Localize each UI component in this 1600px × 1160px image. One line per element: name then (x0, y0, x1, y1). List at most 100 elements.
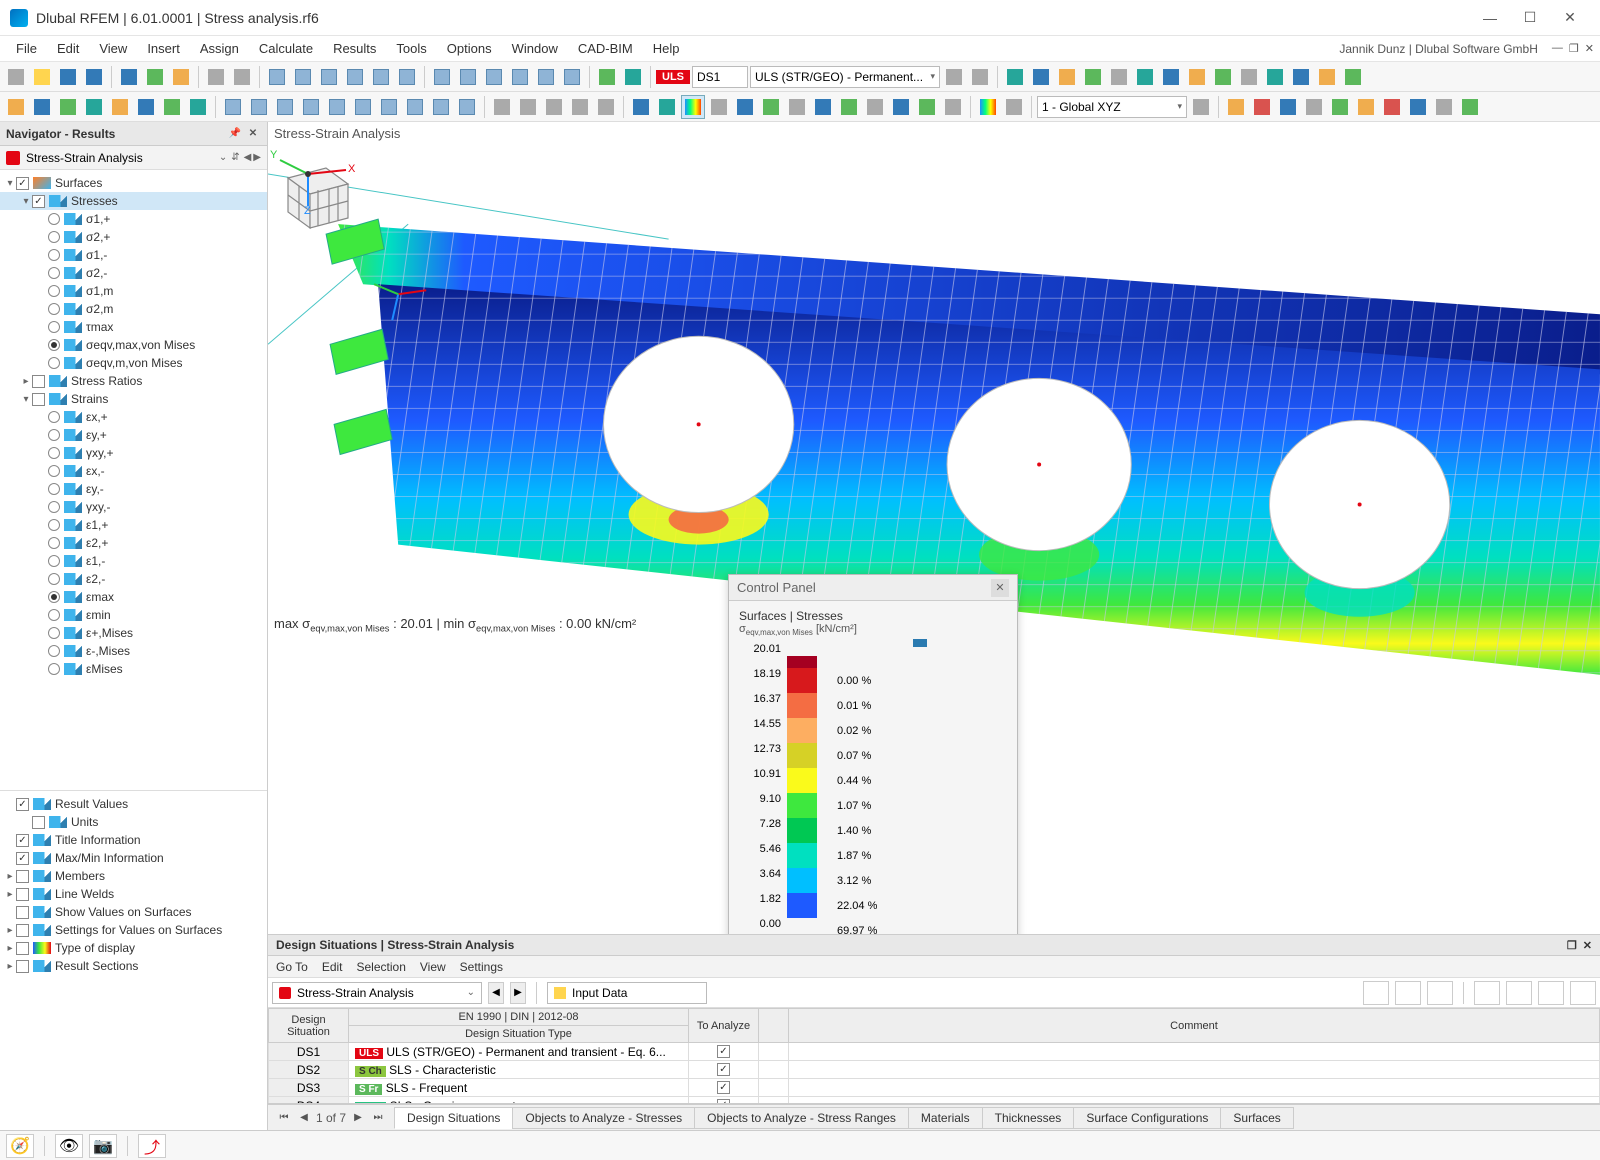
tb1-ext-10[interactable] (1263, 65, 1287, 89)
tb2-sel-1[interactable] (516, 95, 540, 119)
tb1-view-5[interactable] (395, 65, 419, 89)
navigator-bottom-tree[interactable]: ✓Result ValuesUnits✓Title Information✓Ma… (0, 790, 267, 1130)
tree-strain-2[interactable]: γxy,+ (0, 444, 267, 462)
tb1-view-3[interactable] (343, 65, 367, 89)
tb2-c-2[interactable] (759, 95, 783, 119)
tb2-end-6[interactable] (1380, 95, 1404, 119)
nav-bot-4[interactable]: ▸Members (0, 867, 267, 885)
ds-combo[interactable]: DS1 (692, 66, 748, 88)
table-row[interactable]: DS1ULS ULS (STR/GEO) - Permanent and tra… (269, 1043, 1600, 1061)
tree-stress-0[interactable]: σ1,+ (0, 210, 267, 228)
lower-tool-go-to[interactable]: Go To (276, 960, 308, 974)
tb2-sel-4[interactable] (594, 95, 618, 119)
tb2-end-8[interactable] (1432, 95, 1456, 119)
table-row[interactable]: DS3S Fr SLS - Frequent✓ (269, 1079, 1600, 1097)
tb2-sel-0[interactable] (490, 95, 514, 119)
menu-window[interactable]: Window (502, 38, 568, 59)
tb1-win-0[interactable] (430, 65, 454, 89)
input-combo[interactable]: Input Data (547, 982, 707, 1004)
lower-restore-icon[interactable]: ❐ (1567, 939, 1577, 952)
nav-bot-7[interactable]: ▸Settings for Values on Surfaces (0, 921, 267, 939)
table-row[interactable]: DS4S Qp SLS - Quasi-permanent✓ (269, 1097, 1600, 1105)
tb1-calc[interactable] (595, 65, 619, 89)
tb1-nav-1[interactable] (968, 65, 992, 89)
minimize-button[interactable]: — (1470, 3, 1510, 33)
tree-surfaces[interactable]: ▾✓Surfaces (0, 174, 267, 192)
lower-tool-selection[interactable]: Selection (357, 960, 406, 974)
first-icon[interactable]: ⏮ (276, 1110, 292, 1126)
tree-stress-7[interactable]: σeqv,max,von Mises (0, 336, 267, 354)
close-icon[interactable]: ✕ (991, 579, 1009, 597)
tb1-win-4[interactable] (534, 65, 558, 89)
menu-tools[interactable]: Tools (386, 38, 436, 59)
tb2-mod-4[interactable] (325, 95, 349, 119)
tree-stress-4[interactable]: σ1,m (0, 282, 267, 300)
lower-close-icon[interactable]: ✕ (1583, 939, 1592, 952)
tb2-mod-8[interactable] (429, 95, 453, 119)
tab-surfaces[interactable]: Surfaces (1220, 1107, 1293, 1129)
tab-objects-to-analyze-stress-ranges[interactable]: Objects to Analyze - Stress Ranges (694, 1107, 909, 1129)
sb-nav-icon[interactable]: 🧭 (6, 1134, 34, 1158)
tb2-c-3[interactable] (785, 95, 809, 119)
tree-stress-8[interactable]: σeqv,m,von Mises (0, 354, 267, 372)
menu-options[interactable]: Options (437, 38, 502, 59)
tb2-mod-9[interactable] (455, 95, 479, 119)
tab-design-situations[interactable]: Design Situations (394, 1107, 513, 1129)
tree-strain-7[interactable]: ε2,+ (0, 534, 267, 552)
tb2-draw-1[interactable] (30, 95, 54, 119)
nav-prev-icon[interactable]: ◀ (244, 152, 252, 163)
tb2-end-5[interactable] (1354, 95, 1378, 119)
nav-next-icon[interactable]: ▶ (253, 152, 261, 163)
tb2-draw-3[interactable] (82, 95, 106, 119)
nav-bot-5[interactable]: ▸Line Welds (0, 885, 267, 903)
tb1-win-5[interactable] (560, 65, 584, 89)
menu-cad-bim[interactable]: CAD-BIM (568, 38, 643, 59)
menu-view[interactable]: View (89, 38, 137, 59)
tb2-mod-3[interactable] (299, 95, 323, 119)
tb1-file-2[interactable] (56, 65, 80, 89)
tree-strain-13[interactable]: ε-,Mises (0, 642, 267, 660)
analysis-combo[interactable]: Stress-Strain Analysis ⌄ (272, 982, 482, 1004)
tb1-view-0[interactable] (265, 65, 289, 89)
nav-bot-1[interactable]: Units (0, 813, 267, 831)
lower-tool-view[interactable]: View (420, 960, 446, 974)
tree-strain-9[interactable]: ε2,- (0, 570, 267, 588)
tree-strain-0[interactable]: εx,+ (0, 408, 267, 426)
tb2-draw-7[interactable] (186, 95, 210, 119)
mdi-minimize-icon[interactable]: — (1552, 42, 1563, 55)
tb1-undo-0[interactable] (204, 65, 228, 89)
tree-strain-14[interactable]: εMises (0, 660, 267, 678)
tool-btn-4[interactable] (1474, 981, 1500, 1005)
nav-bot-0[interactable]: ✓Result Values (0, 795, 267, 813)
nav-bot-6[interactable]: Show Values on Surfaces (0, 903, 267, 921)
next-icon[interactable]: ▶ (510, 982, 526, 1004)
tb1-file-0[interactable] (4, 65, 28, 89)
chevron-down-icon[interactable]: ⌄ (219, 152, 227, 163)
tree-stress-1[interactable]: σ2,+ (0, 228, 267, 246)
tree-stresses[interactable]: ▾✓Stresses (0, 192, 267, 210)
tb1-file-1[interactable] (30, 65, 54, 89)
tb1-view-4[interactable] (369, 65, 393, 89)
navigator-sub-header[interactable]: Stress-Strain Analysis ⌄ ⇵ ◀ ▶ (0, 146, 267, 170)
pane-expand-icon[interactable]: ⇵ (231, 152, 239, 163)
nav-bot-3[interactable]: ✓Max/Min Information (0, 849, 267, 867)
tool-btn-6[interactable] (1538, 981, 1564, 1005)
sb-eye-icon[interactable]: 👁 (55, 1134, 83, 1158)
menu-results[interactable]: Results (323, 38, 386, 59)
control-panel[interactable]: Control Panel ✕ Surfaces | Stresses σeqv… (728, 574, 1018, 934)
menu-assign[interactable]: Assign (190, 38, 249, 59)
tree-stress-ratios[interactable]: ▸Stress Ratios (0, 372, 267, 390)
tb1-ext-11[interactable] (1289, 65, 1313, 89)
maximize-button[interactable]: ☐ (1510, 3, 1550, 33)
tab-thicknesses[interactable]: Thicknesses (982, 1107, 1075, 1129)
menu-file[interactable]: File (6, 38, 47, 59)
tb1-ext-4[interactable] (1107, 65, 1131, 89)
tb2-c-9[interactable] (941, 95, 965, 119)
tb1-win-1[interactable] (456, 65, 480, 89)
tb2-c-6[interactable] (863, 95, 887, 119)
tb1-ext-2[interactable] (1055, 65, 1079, 89)
pane-pin-icon[interactable]: 📌 (227, 126, 243, 142)
tb2-draw-0[interactable] (4, 95, 28, 119)
tool-btn-5[interactable] (1506, 981, 1532, 1005)
tb2-c-5[interactable] (837, 95, 861, 119)
